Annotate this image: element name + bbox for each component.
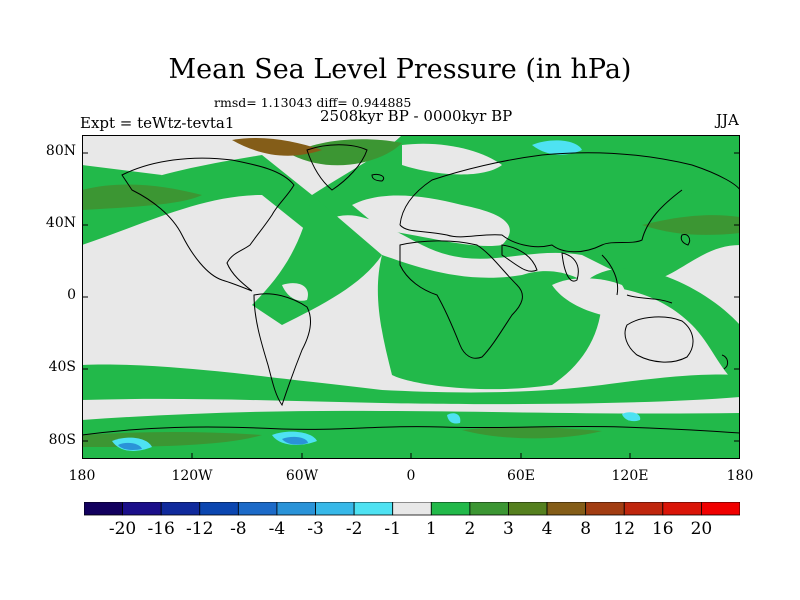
colorbar-swatch <box>199 502 239 516</box>
time-period-label: 2508kyr BP - 0000kyr BP <box>320 107 513 125</box>
colorbar-label: -2 <box>345 519 363 539</box>
neutral-region <box>82 143 626 355</box>
colorbar-label: 8 <box>580 519 592 539</box>
coastlines <box>82 144 740 436</box>
colorbar-label: 12 <box>613 519 636 539</box>
lat-tick-label: 80S <box>48 432 76 448</box>
colorbar-swatch <box>469 502 509 516</box>
colorbar-label: -3 <box>307 519 324 539</box>
colorbar-swatch <box>392 502 432 516</box>
colorbar-label: -1 <box>384 519 401 539</box>
colorbar-label: 20 <box>690 519 713 539</box>
lon-tick-label: 60W <box>285 468 319 484</box>
colorbar-swatch <box>701 502 740 516</box>
lon-tick-label: 180 <box>68 468 96 484</box>
colorbar-swatch <box>430 502 471 516</box>
colorbar-label: -8 <box>230 519 247 539</box>
colorbar-swatch <box>508 502 548 516</box>
colorbar-label: 16 <box>651 519 674 539</box>
colorbar-swatch <box>315 502 355 516</box>
lat-tick-label: 40N <box>45 215 76 231</box>
colorbar-swatch <box>84 502 123 516</box>
experiment-label: Expt = teWtz-tevta1 <box>80 114 235 132</box>
colorbar-swatch <box>122 502 162 516</box>
season-label: JJA <box>716 111 739 129</box>
colorbar-swatch <box>546 502 587 516</box>
colorbar-swatch <box>353 502 394 516</box>
lon-tick-label: 0 <box>406 468 416 484</box>
pressure-map <box>82 135 740 459</box>
moderate-anomaly-region <box>82 139 740 447</box>
lat-tick-label: 40S <box>48 359 76 375</box>
lon-tick-label: 120W <box>171 468 213 484</box>
map-tick-marks <box>82 152 740 459</box>
colorbar-swatch <box>276 502 316 516</box>
colorbar-label: -4 <box>268 519 286 539</box>
colorbar-label: 2 <box>464 519 476 539</box>
colorbar-swatch <box>160 502 201 516</box>
lon-tick-label: 180 <box>726 468 754 484</box>
colorbar-label: -16 <box>147 519 175 539</box>
lon-tick-label: 60E <box>506 468 536 484</box>
strong-negative-anomaly-region <box>118 436 308 450</box>
colorbar-swatch <box>585 502 625 516</box>
colorbar-label: -12 <box>186 519 214 539</box>
colorbar-label: 1 <box>425 519 437 539</box>
colorbar-swatch <box>662 502 702 516</box>
colorbar-label: 4 <box>541 519 553 539</box>
strong-positive-anomaly-region <box>232 138 322 156</box>
colorbar-label: 3 <box>503 519 514 539</box>
colorbar-label: -20 <box>108 519 137 539</box>
map-title: Mean Sea Level Pressure (in hPa) <box>168 54 632 85</box>
colorbar-swatch <box>237 502 278 516</box>
lon-tick-label: 120E <box>611 468 649 484</box>
colorbar-swatch <box>623 502 664 516</box>
rmsd-diff-stats: rmsd= 1.13043 diff= 0.944885 <box>214 95 412 110</box>
lat-tick-label: 80N <box>45 143 76 159</box>
colorbar <box>84 502 740 516</box>
lat-tick-label: 0 <box>67 287 76 303</box>
